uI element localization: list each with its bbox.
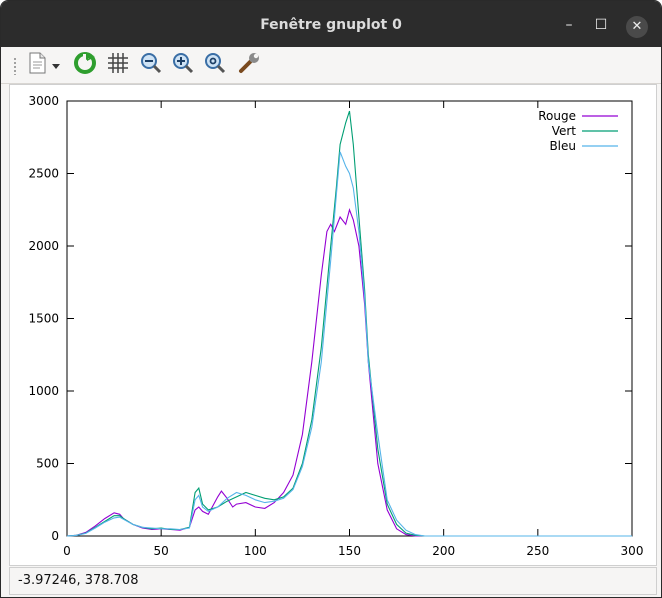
x-tick-label: 0 (63, 544, 71, 558)
options-button[interactable] (235, 52, 263, 78)
copy-to-clipboard-button[interactable] (23, 52, 51, 78)
replot-button[interactable] (71, 52, 99, 78)
y-tick-label: 2500 (28, 167, 59, 181)
plot-canvas[interactable]: 0 50 100 150 200 250 300 0 500 1000 1500 2000 2500 30… (9, 84, 657, 566)
zoom-previous-icon (139, 51, 163, 79)
y-tick-label: 1000 (28, 384, 59, 398)
copy-to-clipboard-icon (25, 51, 49, 79)
series-line-bleu (66, 151, 632, 537)
series-line-rouge (66, 207, 632, 537)
y-tick-label: 3000 (28, 94, 59, 108)
zoom-next-icon (171, 51, 195, 79)
y-tick-label: 1500 (28, 312, 59, 326)
window-title: Fenêtre gnuplot 0 (260, 17, 402, 33)
plot-frame (66, 100, 633, 537)
minimize-button[interactable]: – (565, 17, 573, 33)
x-tick-label: 250 (526, 544, 549, 558)
title-bar[interactable]: Fenêtre gnuplot 0 – ☐ ✕ (1, 1, 661, 47)
replot-icon (73, 51, 97, 79)
toolbar-grip[interactable] (13, 57, 17, 75)
zoom-previous-button[interactable] (137, 52, 165, 78)
legend-label-vert: Vert (552, 124, 577, 138)
maximize-button[interactable]: ☐ (594, 17, 608, 33)
options-wrench-icon (237, 51, 261, 79)
y-tick-label: 2000 (28, 239, 59, 253)
unzoom-icon (203, 51, 227, 79)
status-bar: -3.97246, 378.708 (9, 567, 657, 595)
x-tick-label: 150 (338, 544, 361, 558)
close-button[interactable]: ✕ (626, 16, 648, 38)
toolbar (1, 47, 661, 84)
x-tick-label: 200 (432, 544, 455, 558)
dropdown-arrow-icon (51, 56, 61, 75)
y-tick-label: 0 (51, 529, 59, 543)
unzoom-button[interactable] (201, 52, 229, 78)
x-tick-label: 300 (621, 544, 644, 558)
y-tick-label: 500 (36, 457, 59, 471)
x-tick-label: 100 (244, 544, 267, 558)
legend-label-rouge: Rouge (538, 109, 576, 123)
mouse-coordinates: -3.97246, 378.708 (18, 573, 139, 588)
x-tick-label: 50 (154, 544, 169, 558)
histogram-chart: 0 50 100 150 200 250 3000500100015002000250030… (28, 94, 644, 558)
export-menu-dropdown[interactable] (49, 52, 63, 78)
legend-label-bleu: Bleu (549, 139, 576, 153)
grid-icon (106, 51, 130, 79)
toggle-grid-button[interactable] (104, 52, 132, 78)
zoom-next-button[interactable] (169, 52, 197, 78)
